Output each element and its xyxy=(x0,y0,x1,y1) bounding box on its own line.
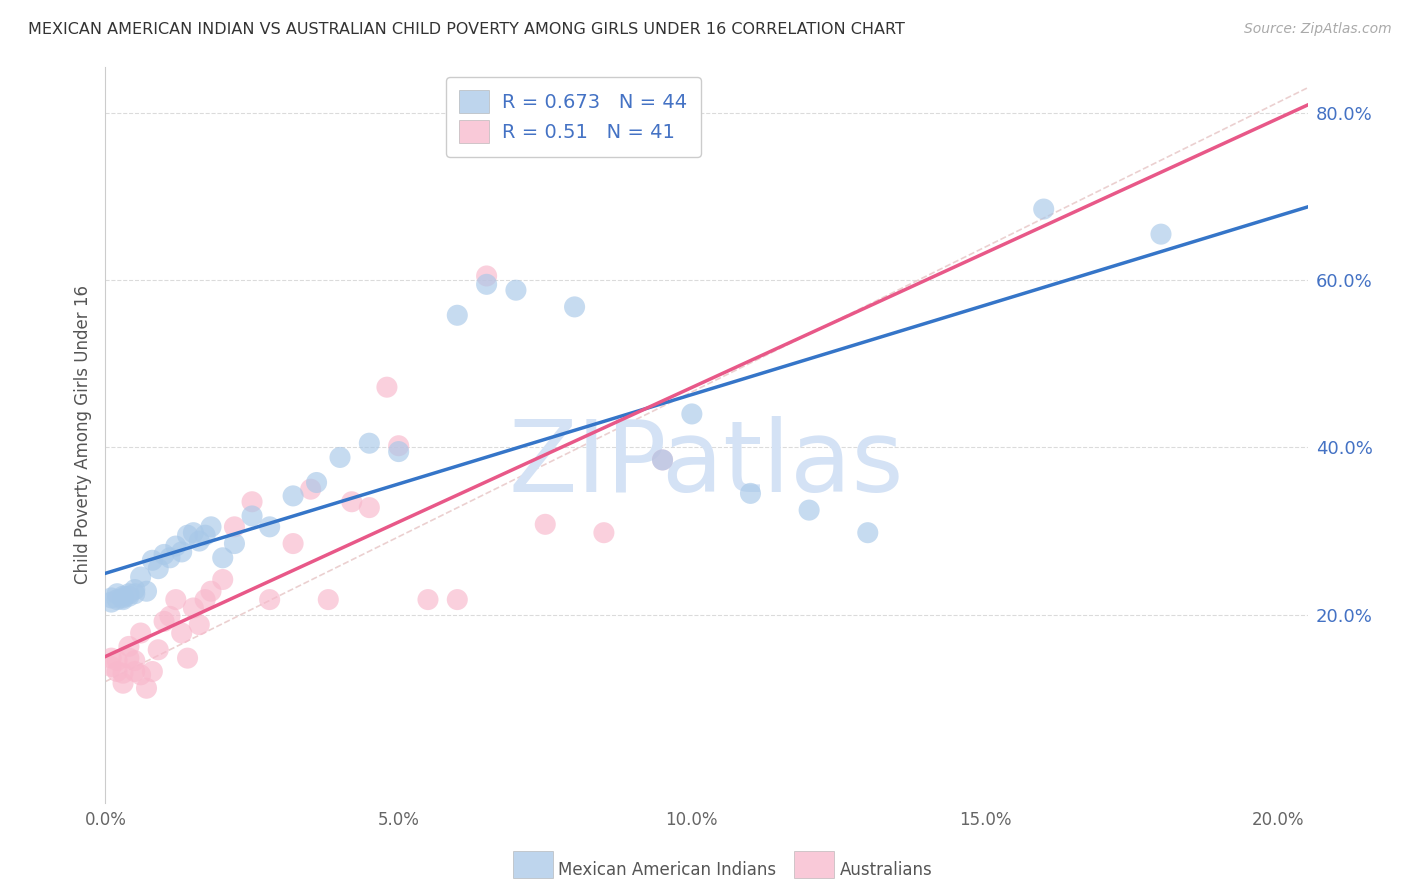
Point xyxy=(112,589,135,603)
Point xyxy=(200,584,222,599)
Point xyxy=(183,601,205,615)
Point xyxy=(176,528,198,542)
Point xyxy=(118,651,141,665)
Point xyxy=(100,591,122,605)
Point xyxy=(100,595,122,609)
Point xyxy=(564,300,586,314)
Point xyxy=(118,640,141,654)
Point xyxy=(316,592,339,607)
Point xyxy=(141,553,163,567)
Point xyxy=(259,592,281,607)
Point xyxy=(188,534,211,549)
Point xyxy=(200,520,222,534)
Point xyxy=(1032,202,1054,216)
Point xyxy=(135,584,157,599)
Point xyxy=(105,654,128,668)
Point xyxy=(165,539,187,553)
Point xyxy=(129,626,152,640)
Point xyxy=(681,407,703,421)
Point xyxy=(165,592,187,607)
Text: MEXICAN AMERICAN INDIAN VS AUSTRALIAN CHILD POVERTY AMONG GIRLS UNDER 16 CORRELA: MEXICAN AMERICAN INDIAN VS AUSTRALIAN CH… xyxy=(28,22,905,37)
Point xyxy=(1150,227,1173,242)
Point xyxy=(194,592,217,607)
Point xyxy=(124,587,146,601)
Point xyxy=(105,665,128,679)
Point xyxy=(305,475,328,490)
Point xyxy=(129,570,152,584)
Point xyxy=(170,545,193,559)
Point xyxy=(176,651,198,665)
Point xyxy=(105,592,128,607)
Point xyxy=(159,550,181,565)
Point xyxy=(475,277,498,292)
Point xyxy=(281,536,304,550)
Point xyxy=(593,525,616,540)
Point xyxy=(329,450,352,465)
Point xyxy=(124,582,146,597)
Point xyxy=(118,587,141,601)
Point xyxy=(224,536,246,550)
Point xyxy=(240,508,263,523)
Point xyxy=(112,676,135,690)
Point xyxy=(124,654,146,668)
Text: Australians: Australians xyxy=(839,861,932,879)
Point xyxy=(183,525,205,540)
Point xyxy=(416,592,439,607)
Point xyxy=(224,520,246,534)
Point xyxy=(100,659,122,673)
Point xyxy=(148,642,170,657)
Point xyxy=(388,444,411,458)
Y-axis label: Child Poverty Among Girls Under 16: Child Poverty Among Girls Under 16 xyxy=(73,285,91,584)
Point xyxy=(211,550,233,565)
Point xyxy=(475,268,498,283)
Point xyxy=(135,681,157,696)
Point xyxy=(194,528,217,542)
Point xyxy=(153,615,176,629)
Point xyxy=(112,666,135,681)
Point xyxy=(141,665,163,679)
Point xyxy=(797,503,820,517)
Point xyxy=(388,439,411,453)
Point xyxy=(281,489,304,503)
Point xyxy=(211,573,233,587)
Legend: R = 0.673   N = 44, R = 0.51   N = 41: R = 0.673 N = 44, R = 0.51 N = 41 xyxy=(446,77,700,156)
Point xyxy=(159,609,181,624)
Point xyxy=(100,651,122,665)
Point xyxy=(505,283,527,297)
Text: ZIPatlas: ZIPatlas xyxy=(509,416,904,513)
Point xyxy=(240,494,263,508)
Point xyxy=(112,592,135,607)
Point xyxy=(112,591,135,605)
Point xyxy=(170,626,193,640)
Point xyxy=(118,589,141,603)
Point xyxy=(740,486,762,500)
Point xyxy=(129,668,152,682)
Point xyxy=(359,500,381,515)
Point xyxy=(446,592,468,607)
Point xyxy=(340,494,363,508)
Point xyxy=(359,436,381,450)
Point xyxy=(188,617,211,632)
Point xyxy=(259,520,281,534)
Point xyxy=(856,525,879,540)
Point xyxy=(124,665,146,679)
Text: Mexican American Indians: Mexican American Indians xyxy=(558,861,776,879)
Point xyxy=(534,517,557,532)
Point xyxy=(153,548,176,562)
Point xyxy=(105,587,128,601)
Point xyxy=(375,380,398,394)
Point xyxy=(651,453,673,467)
Point xyxy=(148,562,170,576)
Point xyxy=(299,482,322,496)
Point xyxy=(446,308,468,322)
Point xyxy=(651,453,673,467)
Text: Source: ZipAtlas.com: Source: ZipAtlas.com xyxy=(1244,22,1392,37)
